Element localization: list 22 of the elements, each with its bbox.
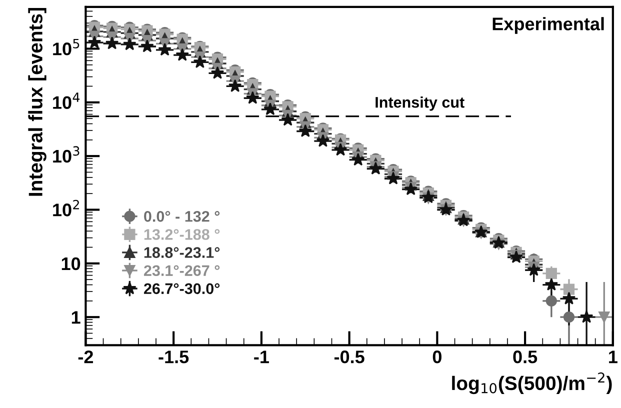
x-tick-label: -1.5 [158, 350, 189, 364]
legend-label: 23.1°-267 ° [144, 265, 220, 276]
legend-label: 18.8°-23.1° [144, 247, 220, 258]
x-axis-title: log$_{10}$(S(500)/m$^{−2}$) [452, 372, 612, 394]
legend-label: 13.2°-188 ° [144, 229, 220, 240]
x-tick-label: -1 [254, 350, 269, 364]
legend-label: 26.7°-30.0° [144, 283, 220, 294]
y-tick-label: 10$^{4}$ [53, 92, 80, 109]
annotation: Experimental [492, 17, 604, 34]
legend-label: 0.0° - 132 ° [144, 211, 220, 222]
y-tick-label: 10$^{3}$ [53, 146, 80, 163]
x-tick-label: -2 [78, 350, 94, 364]
y-tick-label: 10 [62, 257, 80, 270]
x-tick-label: 0.5 [513, 350, 538, 364]
y-tick-label: 10$^{2}$ [53, 200, 79, 216]
x-tick-label: 0 [432, 350, 442, 364]
y-tick-label: 1 [72, 311, 80, 324]
x-tick-label: -0.5 [334, 350, 364, 364]
y-axis-title: Integral flux [events] [28, 8, 46, 196]
y-tick-label: 10$^{5}$ [53, 39, 80, 56]
x-tick-label: 1 [609, 350, 618, 364]
annotation: Intensity cut [376, 96, 464, 111]
